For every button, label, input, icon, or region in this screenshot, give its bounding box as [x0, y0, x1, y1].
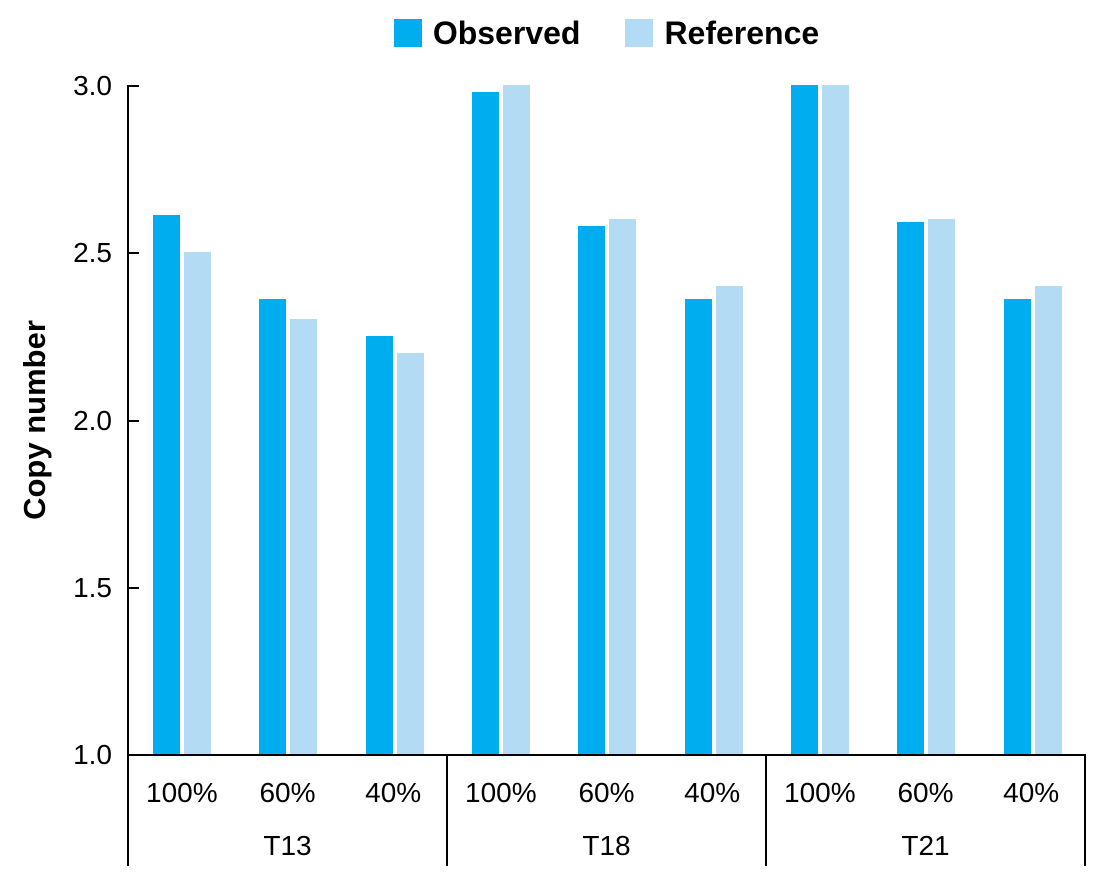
y-tick-label: 1.0	[73, 739, 112, 770]
legend-label: Reference	[664, 15, 820, 51]
bar-reference-t13-40%	[396, 352, 424, 754]
y-tick-mark	[129, 252, 139, 255]
bar-observed-t13-40%	[365, 335, 393, 754]
bar-slot	[448, 85, 554, 754]
bar-slot	[129, 85, 235, 754]
legend-item-reference: Reference	[625, 17, 819, 49]
x-tick-label: 60%	[578, 777, 635, 808]
group-label: T21	[901, 830, 950, 861]
bar-reference-t21-40%	[1034, 285, 1062, 754]
x-tick-row: 100% 60% 40%	[129, 777, 446, 809]
bar-group-t18	[448, 85, 767, 754]
y-axis-line	[127, 85, 129, 866]
bar-slot	[235, 85, 341, 754]
bar-observed-t21-40%	[1003, 299, 1031, 754]
bar-slot	[661, 85, 767, 754]
bar-reference-t21-100%	[822, 85, 850, 754]
y-tick-mark	[129, 419, 139, 422]
group-label: T18	[582, 830, 631, 861]
bar-observed-t18-40%	[684, 299, 712, 754]
y-tick-label: 2.5	[73, 237, 112, 269]
bar-reference-t13-60%	[290, 319, 318, 754]
bar-observed-t21-60%	[897, 222, 925, 754]
bar-observed-t13-60%	[259, 299, 287, 754]
x-tick-label: 60%	[897, 777, 954, 808]
bar-observed-t18-100%	[472, 91, 500, 754]
bar-slot	[554, 85, 660, 754]
x-tick-label: 100%	[784, 777, 856, 808]
bar-reference-t18-100%	[503, 85, 531, 754]
y-tick-label: 1.5	[73, 571, 112, 603]
y-tick-mark	[129, 586, 139, 589]
legend-item-observed: Observed	[393, 15, 581, 51]
bar-slot	[342, 85, 448, 754]
x-tick-label: 40%	[365, 777, 422, 808]
legend-swatch-reference	[625, 19, 654, 47]
chart-legend: Observed Reference	[127, 16, 1086, 50]
bar-observed-t13-100%	[153, 215, 181, 754]
x-tick-label: 40%	[684, 777, 741, 808]
x-tick-row: 100% 60% 40%	[448, 777, 765, 809]
y-tick-label: 3.0	[73, 70, 112, 101]
x-tick-label: 60%	[259, 777, 316, 808]
bar-slot	[767, 85, 873, 754]
bar-slot	[873, 85, 979, 754]
x-tick-row: 100% 60% 40%	[767, 777, 1084, 809]
x-tick-label: 40%	[1003, 777, 1060, 808]
x-axis-line	[127, 754, 1086, 756]
bar-group-t21	[767, 85, 1086, 754]
bar-observed-t18-60%	[578, 225, 606, 754]
x-tick-label: 100%	[146, 777, 218, 808]
x-tick-label: 100%	[465, 777, 537, 808]
y-tick-label: 2.0	[73, 404, 112, 436]
x-group-cell-t18: 100% 60% 40% T18	[448, 756, 767, 866]
bar-group-t13	[129, 85, 448, 754]
plot-area	[129, 85, 1086, 754]
legend-label: Observed	[432, 15, 581, 51]
group-label: T13	[263, 830, 312, 861]
x-group-cell-t13: 100% 60% 40% T13	[129, 756, 448, 866]
x-axis-labels: 100% 60% 40% T13 100% 60% 40% T18 100% 60% 40% T21	[127, 756, 1086, 866]
bar-observed-t21-100%	[791, 85, 819, 754]
x-group-cell-t21: 100% 60% 40% T21	[767, 756, 1086, 866]
bar-reference-t18-40%	[715, 285, 743, 754]
bar-slot	[980, 85, 1086, 754]
legend-swatch-observed	[393, 19, 422, 47]
y-tick-mark	[129, 85, 139, 87]
bar-reference-t13-100%	[184, 252, 212, 754]
bar-reference-t18-60%	[609, 218, 637, 754]
bar-reference-t21-60%	[928, 218, 956, 754]
